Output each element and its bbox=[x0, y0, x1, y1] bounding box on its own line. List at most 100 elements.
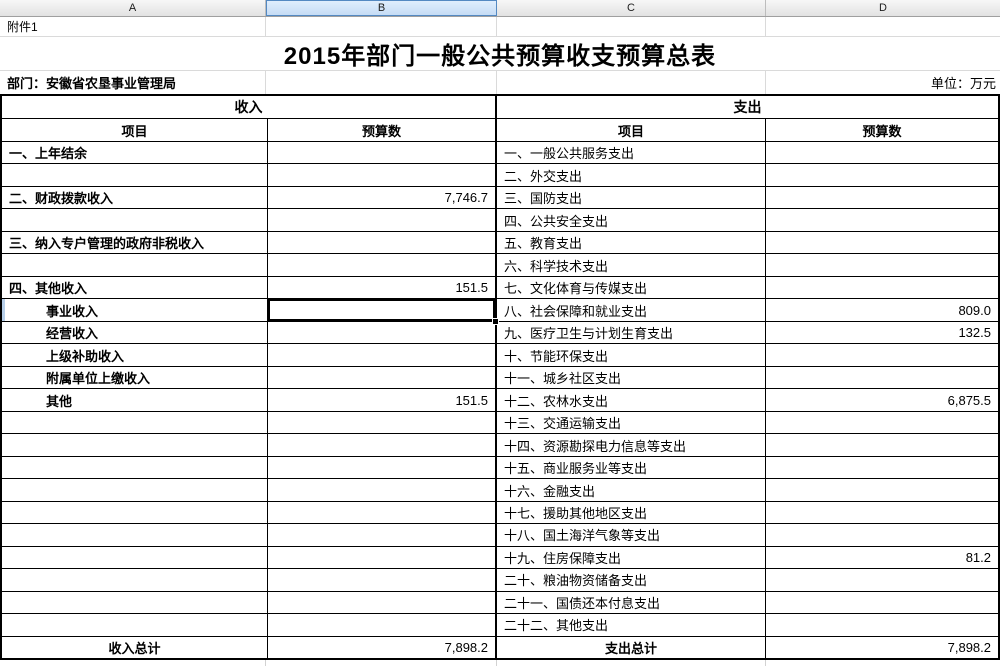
empty-cell[interactable] bbox=[266, 71, 497, 94]
expense-item-cell[interactable]: 十八、国土海洋气象等支出 bbox=[497, 524, 766, 546]
department-cell[interactable]: 部门：安徽省农垦事业管理局 bbox=[0, 71, 266, 94]
income-value-cell[interactable] bbox=[268, 231, 497, 254]
income-item-cell[interactable] bbox=[2, 546, 268, 569]
income-item-cell[interactable]: 一、上年结余 bbox=[2, 142, 268, 164]
empty-cell[interactable] bbox=[497, 17, 766, 36]
income-item-header[interactable]: 项目 bbox=[2, 119, 268, 141]
column-header-b[interactable]: B bbox=[266, 0, 497, 16]
income-total-value-cell[interactable]: 7,898.2 bbox=[268, 636, 497, 659]
expense-item-cell[interactable]: 二十一、国债还本付息支出 bbox=[497, 591, 766, 614]
income-value-cell[interactable]: 7,746.7 bbox=[268, 186, 497, 209]
expense-total-value-cell[interactable]: 7,898.2 bbox=[947, 639, 991, 655]
expense-value-cell[interactable] bbox=[766, 254, 998, 275]
income-value-cell[interactable] bbox=[268, 501, 497, 524]
income-item-cell[interactable]: 上级补助收入 bbox=[2, 344, 268, 366]
expense-item-cell[interactable]: 二、外交支出 bbox=[497, 164, 766, 186]
expense-section-header[interactable]: 支出 bbox=[733, 99, 762, 115]
expense-item-cell[interactable]: 十五、商业服务业等支出 bbox=[497, 456, 766, 479]
income-item-cell[interactable] bbox=[2, 164, 268, 186]
income-item-cell[interactable]: 事业收入 bbox=[2, 299, 268, 321]
income-item-cell[interactable]: 附属单位上缴收入 bbox=[2, 366, 268, 389]
expense-value-cell[interactable] bbox=[766, 142, 998, 163]
empty-cell[interactable] bbox=[497, 71, 766, 94]
expense-value-cell[interactable] bbox=[766, 434, 998, 455]
income-total-label-cell[interactable]: 收入总计 bbox=[2, 636, 268, 659]
expense-value-cell[interactable] bbox=[766, 412, 998, 433]
income-value-cell[interactable] bbox=[268, 614, 497, 636]
expense-item-cell[interactable]: 二十、粮油物资储备支出 bbox=[497, 569, 766, 591]
income-value-cell[interactable] bbox=[268, 411, 497, 434]
expense-value-cell[interactable] bbox=[766, 344, 998, 365]
income-item-cell[interactable] bbox=[2, 591, 268, 614]
income-item-cell[interactable] bbox=[2, 434, 268, 456]
expense-value-cell[interactable] bbox=[766, 164, 998, 185]
income-item-cell[interactable]: 其他 bbox=[2, 389, 268, 411]
income-value-cell[interactable] bbox=[268, 591, 497, 614]
expense-item-cell[interactable]: 四、公共安全支出 bbox=[497, 209, 766, 231]
income-value-cell[interactable] bbox=[268, 164, 497, 186]
income-item-cell[interactable] bbox=[2, 614, 268, 636]
expense-value-cell[interactable] bbox=[766, 367, 998, 388]
expense-value-cell[interactable] bbox=[766, 569, 998, 590]
expense-value-cell[interactable]: 132.5 bbox=[958, 325, 991, 341]
expense-item-cell[interactable]: 十、节能环保支出 bbox=[497, 344, 766, 366]
expense-total-label-cell[interactable]: 支出总计 bbox=[497, 636, 766, 659]
income-item-cell[interactable]: 二、财政拨款收入 bbox=[2, 186, 268, 209]
income-value-cell[interactable] bbox=[268, 344, 497, 366]
expense-value-cell[interactable] bbox=[766, 502, 998, 523]
expense-value-cell[interactable] bbox=[766, 524, 998, 545]
expense-item-cell[interactable]: 六、科学技术支出 bbox=[497, 254, 766, 276]
expense-value-cell[interactable] bbox=[766, 209, 998, 230]
expense-value-cell[interactable] bbox=[766, 479, 998, 500]
expense-item-header[interactable]: 项目 bbox=[497, 119, 766, 141]
income-section-header[interactable]: 收入 bbox=[2, 96, 497, 118]
income-value-cell[interactable] bbox=[268, 209, 497, 231]
expense-item-cell[interactable]: 八、社会保障和就业支出 bbox=[497, 299, 766, 321]
income-value-cell[interactable] bbox=[268, 434, 497, 456]
income-value-cell[interactable] bbox=[268, 321, 497, 344]
expense-item-cell[interactable]: 十七、援助其他地区支出 bbox=[497, 501, 766, 524]
income-value-cell[interactable] bbox=[268, 569, 497, 591]
expense-item-cell[interactable]: 十九、住房保障支出 bbox=[497, 546, 766, 569]
expense-item-cell[interactable]: 一、一般公共服务支出 bbox=[497, 142, 766, 164]
expense-item-cell[interactable]: 十六、金融支出 bbox=[497, 479, 766, 501]
income-value-cell[interactable] bbox=[268, 254, 497, 276]
expense-value-cell[interactable] bbox=[766, 187, 998, 208]
income-value-cell[interactable]: 151.5 bbox=[268, 389, 497, 411]
expense-value-cell[interactable] bbox=[766, 614, 998, 635]
income-item-cell[interactable] bbox=[2, 501, 268, 524]
income-value-cell[interactable] bbox=[268, 456, 497, 479]
income-item-cell[interactable] bbox=[2, 209, 268, 231]
income-value-cell[interactable] bbox=[268, 546, 497, 569]
income-item-cell[interactable] bbox=[2, 479, 268, 501]
expense-item-cell[interactable]: 二十二、其他支出 bbox=[497, 614, 766, 636]
income-budget-header[interactable]: 预算数 bbox=[268, 119, 497, 141]
income-item-cell[interactable]: 四、其他收入 bbox=[2, 276, 268, 299]
expense-value-cell[interactable]: 809.0 bbox=[958, 302, 991, 318]
empty-cell[interactable] bbox=[266, 17, 497, 36]
expense-item-cell[interactable]: 三、国防支出 bbox=[497, 186, 766, 209]
expense-item-cell[interactable]: 十二、农林水支出 bbox=[497, 389, 766, 411]
column-header-a[interactable]: A bbox=[0, 0, 266, 16]
selected-cell[interactable] bbox=[268, 299, 499, 326]
empty-cell[interactable] bbox=[766, 17, 1000, 36]
expense-item-cell[interactable]: 九、医疗卫生与计划生育支出 bbox=[497, 321, 766, 344]
income-item-cell[interactable] bbox=[2, 411, 268, 434]
income-item-cell[interactable] bbox=[2, 524, 268, 546]
income-value-cell[interactable] bbox=[268, 524, 497, 546]
column-header-c[interactable]: C bbox=[497, 0, 766, 16]
expense-value-cell[interactable] bbox=[766, 592, 998, 613]
expense-value-cell[interactable]: 81.2 bbox=[965, 549, 991, 565]
income-item-cell[interactable]: 经营收入 bbox=[2, 321, 268, 344]
sheet-title[interactable]: 2015年部门一般公共预算收支预算总表 bbox=[0, 37, 1000, 71]
income-item-cell[interactable] bbox=[2, 456, 268, 479]
expense-item-cell[interactable]: 五、教育支出 bbox=[497, 231, 766, 254]
income-value-cell[interactable] bbox=[268, 479, 497, 501]
unit-cell[interactable]: 单位：万元 bbox=[930, 76, 996, 91]
column-header-d[interactable]: D bbox=[766, 0, 1000, 16]
attachment-note-cell[interactable]: 附件1 bbox=[0, 17, 266, 36]
expense-value-cell[interactable]: 6,875.5 bbox=[947, 392, 991, 408]
expense-item-cell[interactable]: 七、文化体育与传媒支出 bbox=[497, 276, 766, 299]
income-item-cell[interactable] bbox=[2, 254, 268, 276]
income-item-cell[interactable]: 三、纳入专户管理的政府非税收入 bbox=[2, 231, 268, 254]
